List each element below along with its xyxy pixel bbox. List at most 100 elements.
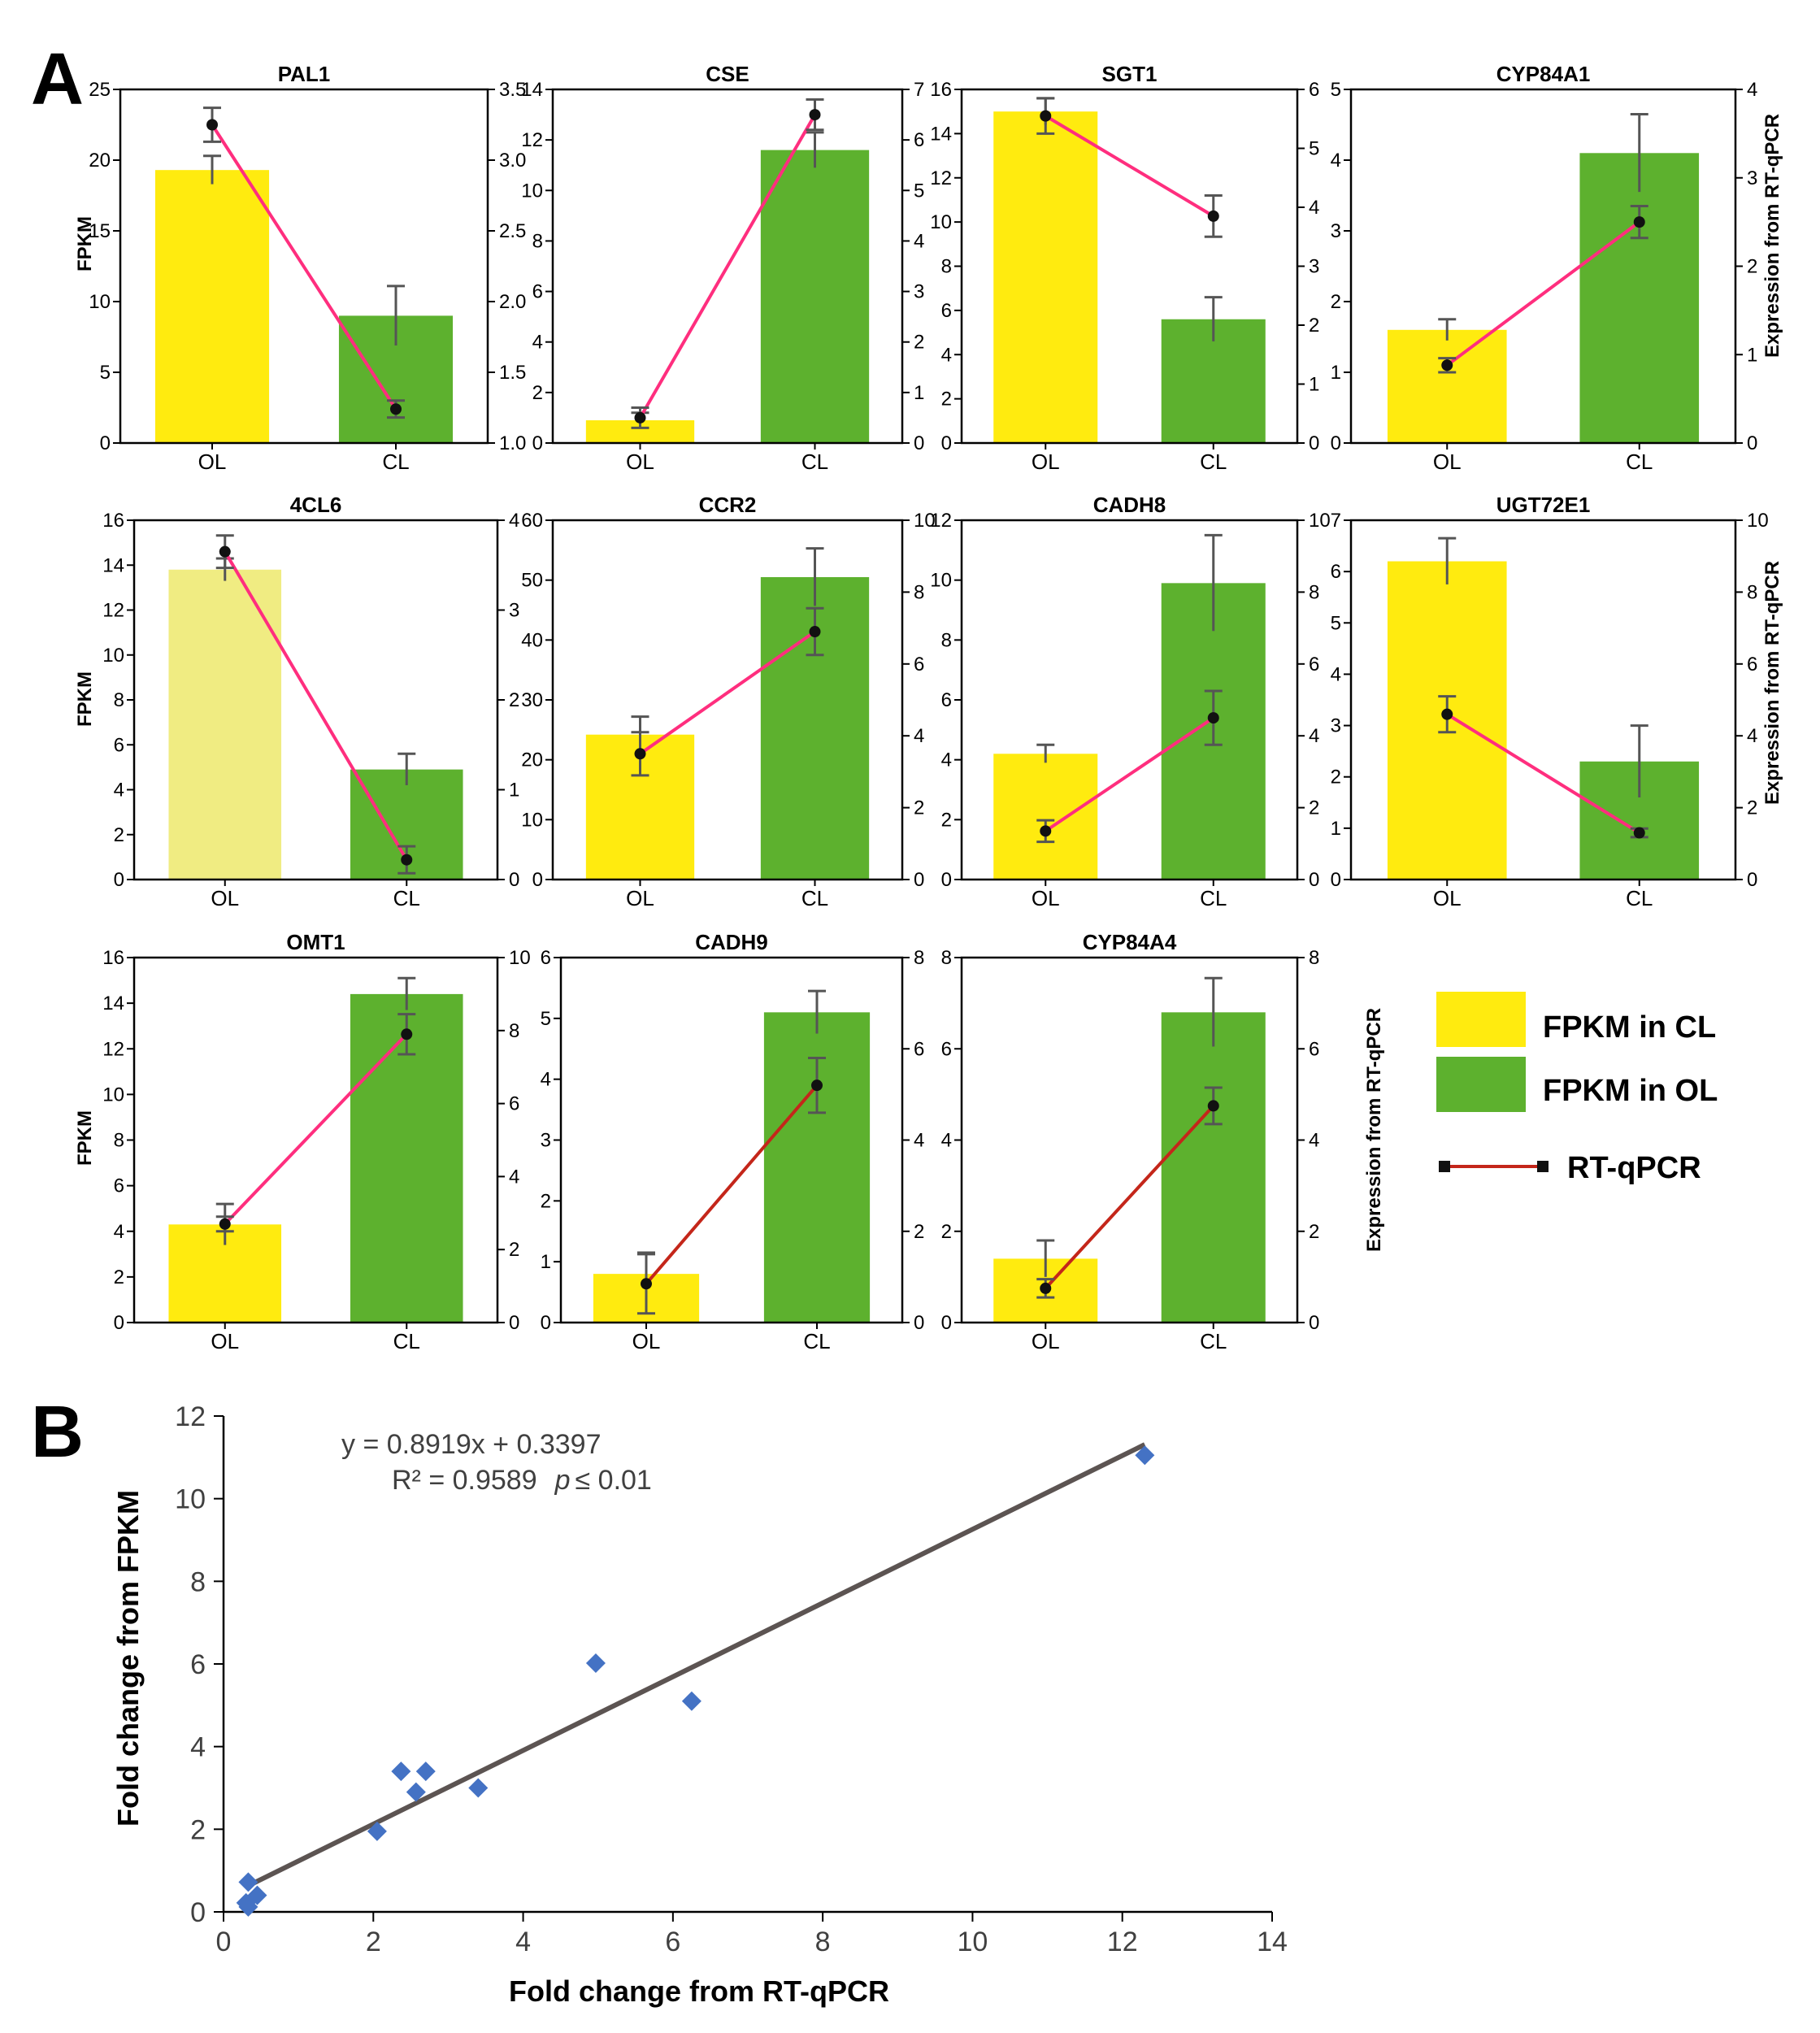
x-tick-label: 10: [958, 1927, 988, 1957]
left-tick-label: 12: [102, 1038, 124, 1060]
rtqpcr-line: [1045, 716, 1214, 832]
right-tick-label: 4: [1309, 1130, 1319, 1152]
left-tick-label: 40: [521, 629, 543, 651]
left-tick-label: 2: [114, 824, 124, 846]
left-tick-label: 2: [1331, 767, 1341, 788]
y-tick-label: 12: [175, 1401, 206, 1432]
subplot-cadh9: 0 1 2 3 4 5 6 0 2 4 6 8 OL CL CADH9: [541, 930, 925, 1353]
right-tick-label: 1.0: [499, 432, 526, 454]
x-tick-label: 2: [366, 1927, 381, 1957]
right-tick-label: 1: [914, 382, 924, 404]
right-tick-label: 6: [1309, 1038, 1319, 1060]
rtqpcr-point-ol: [641, 1278, 652, 1290]
y-tick-label: 2: [190, 1814, 206, 1845]
right-tick-label: 0: [914, 1312, 924, 1334]
bar-ol: [1387, 329, 1507, 443]
left-tick-label: 3: [1331, 715, 1341, 737]
plot-frame: [1349, 519, 1737, 881]
y-tick-label: 0: [190, 1897, 206, 1928]
left-tick-label: 4: [532, 332, 543, 354]
right-tick-label: 0: [1309, 432, 1319, 454]
rtqpcr-line: [224, 550, 408, 861]
right-tick-label: 3: [1309, 256, 1319, 278]
right-tick-label: 2: [509, 689, 519, 711]
right-tick-label: 0: [1309, 1312, 1319, 1334]
left-tick-label: 20: [521, 749, 543, 771]
right-tick-label: 4: [914, 230, 924, 252]
left-tick-label: 8: [941, 629, 952, 651]
left-tick-label: 8: [941, 947, 952, 969]
right-tick-label: 5: [1309, 138, 1319, 160]
legend: FPKM in CL FPKM in OL RT-qPCR: [1436, 992, 1718, 1185]
plot-frame: [119, 88, 489, 445]
left-tick-label: 6: [941, 689, 952, 711]
rtqpcr-point-ol: [1040, 110, 1052, 122]
right-tick-label: 4: [1309, 197, 1319, 219]
left-tick-label: 10: [89, 291, 111, 313]
right-tick-label: 4: [1309, 725, 1319, 747]
left-tick-label: 10: [930, 570, 952, 592]
scatter-point-1: [238, 1872, 258, 1892]
left-tick-label: 0: [114, 1312, 124, 1334]
right-tick-label: 8: [914, 947, 924, 969]
left-tick-label: 0: [541, 1312, 551, 1334]
right-tick-label: 0: [1747, 432, 1757, 454]
left-axis-label-row3: FPKM: [74, 1110, 96, 1166]
left-tick-label: 12: [930, 510, 952, 532]
rtqpcr-point-ol: [634, 748, 646, 760]
left-tick-label: 5: [1331, 79, 1341, 101]
left-tick-label: 6: [941, 1038, 952, 1060]
left-tick-label: 12: [521, 129, 543, 151]
category-label-cl: CL: [393, 886, 420, 910]
left-tick-label: 14: [102, 993, 124, 1014]
rtqpcr-point-cl: [401, 1028, 413, 1040]
left-tick-label: 2: [941, 389, 952, 411]
right-tick-label: 6: [914, 129, 924, 151]
right-tick-label: 1: [1309, 374, 1319, 396]
y-tick-label: 6: [190, 1649, 206, 1680]
right-tick-label: 2: [1747, 256, 1757, 278]
category-label-ol: OL: [1433, 886, 1462, 910]
subplot-title: UGT72E1: [1496, 493, 1591, 517]
panel-label-b: B: [31, 1392, 84, 1473]
left-tick-label: 16: [102, 947, 124, 969]
left-tick-label: 2: [1331, 291, 1341, 313]
r-squared-value: R² = 0.9589: [392, 1465, 537, 1496]
scatter-point-9: [468, 1778, 489, 1798]
right-tick-label: 2: [914, 1221, 924, 1243]
category-label-ol: OL: [1032, 1329, 1060, 1353]
left-tick-label: 4: [114, 1221, 124, 1243]
right-tick-label: 0: [1747, 869, 1757, 891]
left-tick-label: 0: [941, 1312, 952, 1334]
left-tick-label: 4: [541, 1069, 551, 1091]
right-tick-label: 3.0: [499, 150, 526, 172]
subplot-ugt72e1: 0 1 2 3 4 5 6 7 0 2 4 6 8 10 OL CL UGT72E1: [1331, 493, 1769, 910]
left-tick-label: 6: [941, 300, 952, 322]
right-tick-label: 8: [1309, 581, 1319, 603]
subplot-title: CYP84A1: [1496, 62, 1591, 86]
rtqpcr-point-ol: [1441, 708, 1453, 720]
rtqpcr-line: [224, 1032, 408, 1226]
right-axis-label-row1: Expression from RT-qPCR: [1761, 114, 1783, 358]
category-label-cl: CL: [801, 886, 828, 910]
right-tick-label: 6: [914, 654, 924, 675]
scatter-point-11: [681, 1691, 702, 1711]
left-tick-label: 3: [541, 1130, 551, 1152]
left-tick-label: 14: [930, 123, 952, 145]
category-label-ol: OL: [632, 1329, 661, 1353]
rtqpcr-point-cl: [1207, 712, 1219, 724]
subplot-title: SGT1: [1102, 62, 1158, 86]
category-label-cl: CL: [1200, 450, 1227, 474]
left-tick-label: 15: [89, 220, 111, 242]
y-tick-label: 4: [190, 1732, 206, 1763]
rtqpcr-line: [1044, 1105, 1215, 1290]
p-value: ≤ 0.01: [576, 1465, 652, 1496]
left-tick-label: 8: [114, 1130, 124, 1152]
rtqpcr-point-cl: [401, 854, 413, 866]
right-tick-label: 10: [914, 510, 936, 532]
left-tick-label: 20: [89, 150, 111, 172]
scatter-point-3: [238, 1896, 258, 1917]
